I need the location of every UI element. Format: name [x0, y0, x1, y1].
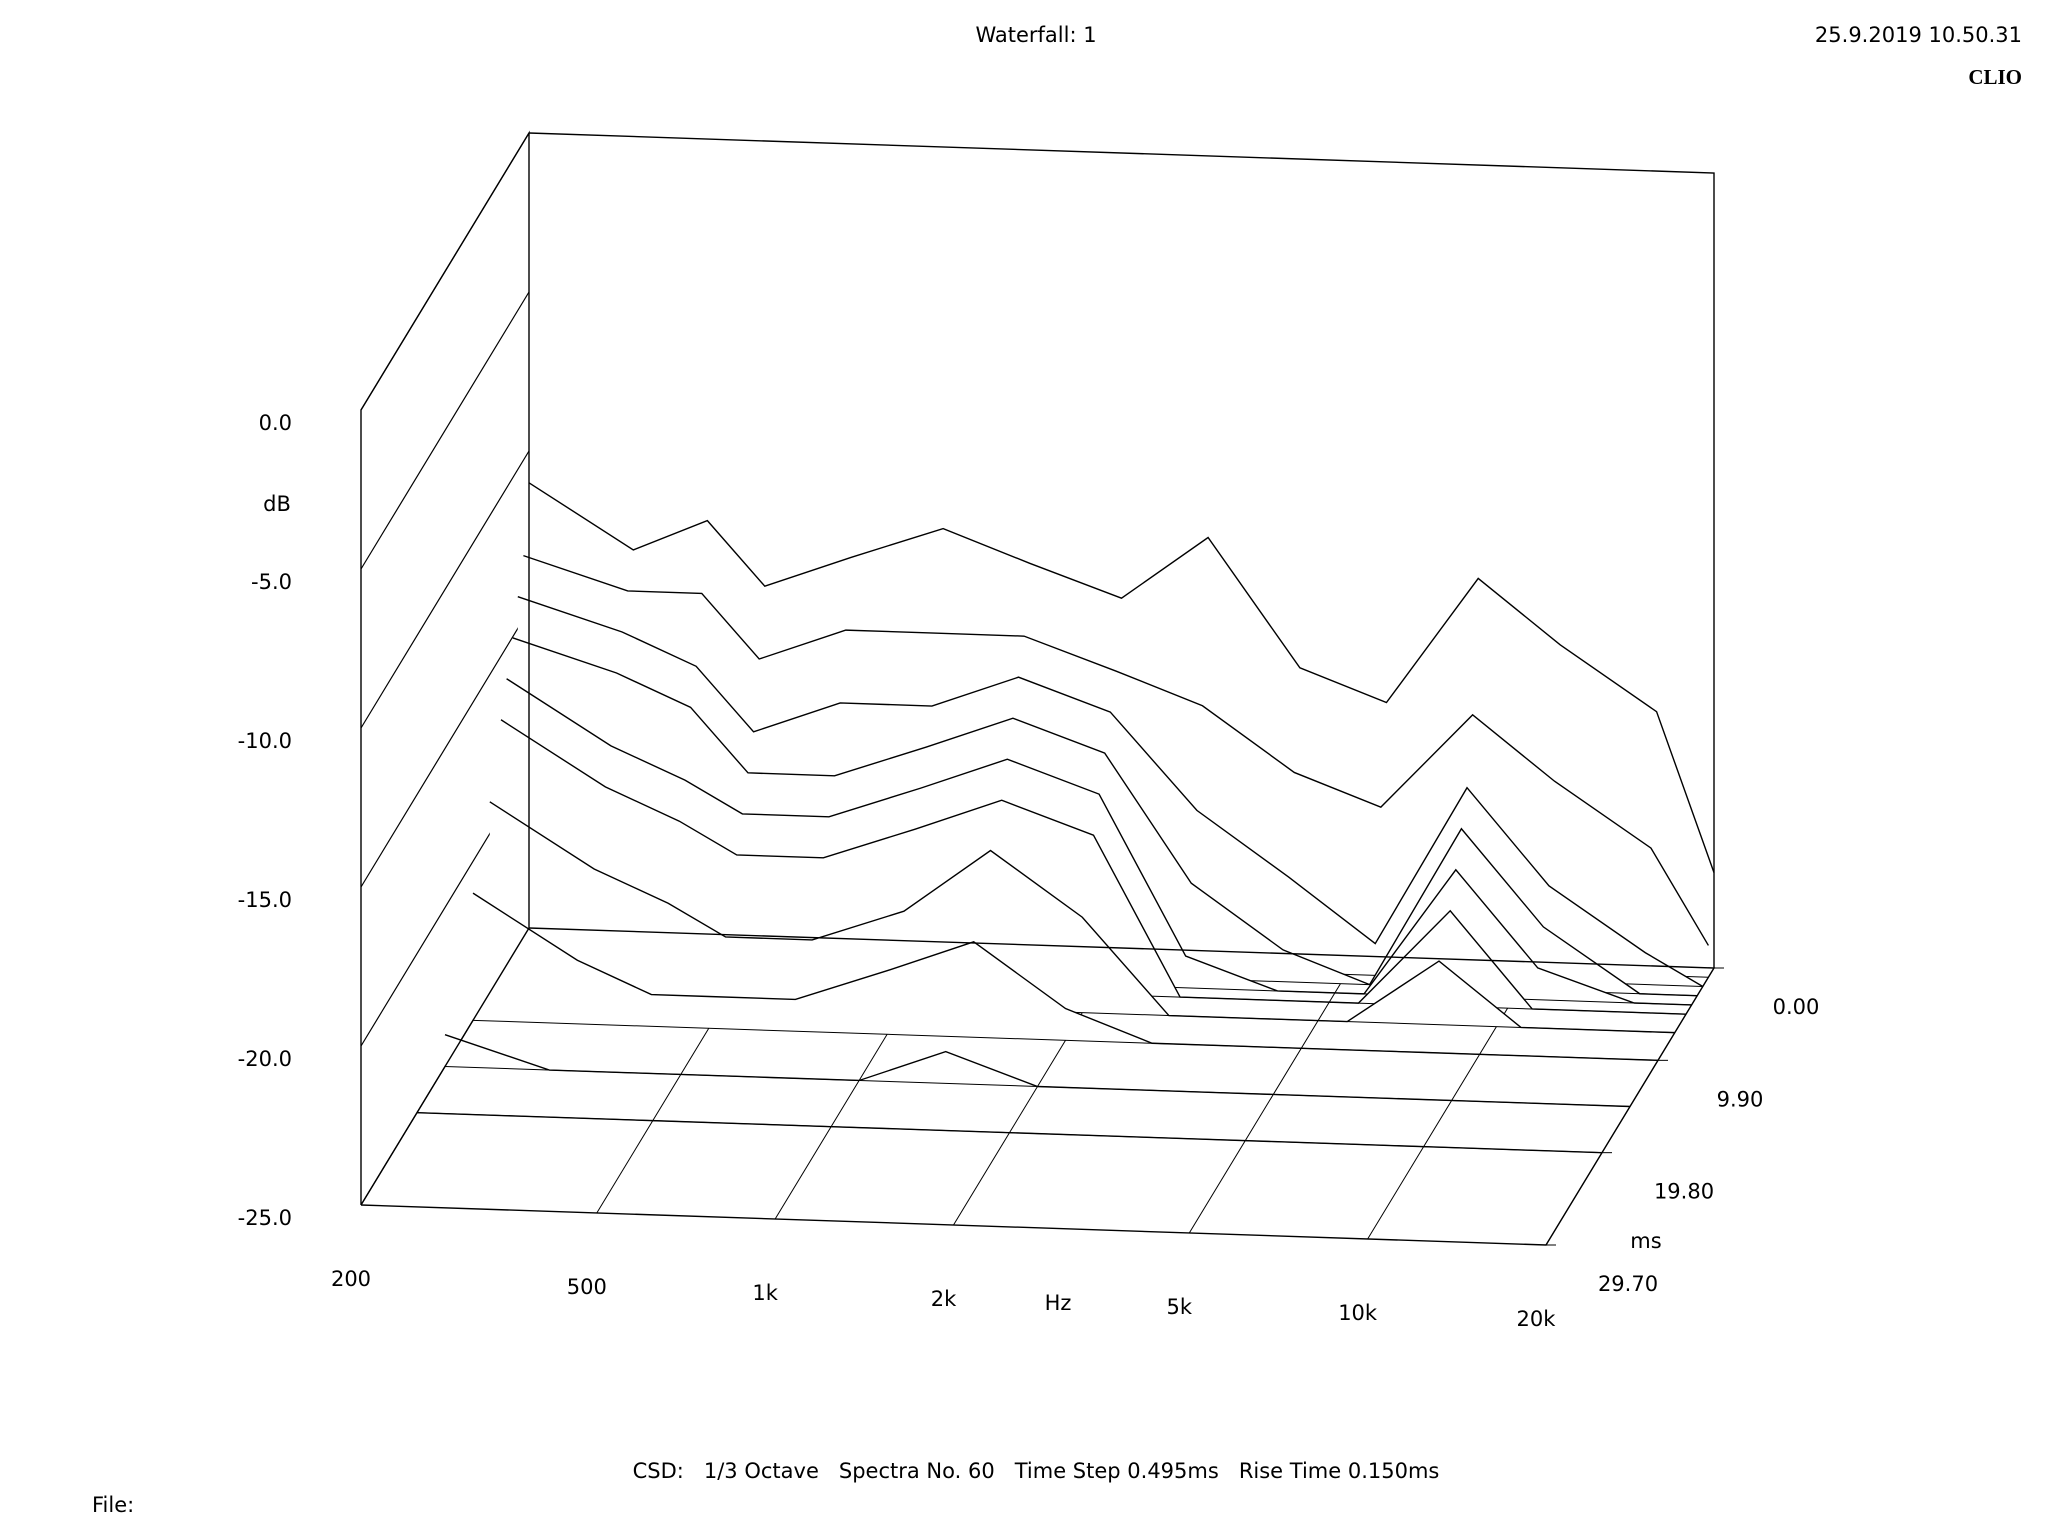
spectrum-slice — [500, 719, 1687, 1015]
z-axis-label: dB — [263, 492, 291, 516]
back-wall — [528, 132, 1715, 968]
chart-title: Waterfall: 1 — [975, 23, 1096, 47]
x-tick-label: 2k — [931, 1287, 957, 1311]
spectrum-slice — [506, 678, 1692, 1006]
z-grid-line — [360, 450, 530, 729]
z-tick-label: -20.0 — [238, 1047, 292, 1071]
spectrum-slice — [511, 637, 1698, 997]
footer: CSD: 1/3 Octave Spectra No. 60 Time Step… — [633, 1459, 1440, 1483]
t-tick-label: 9.90 — [1717, 1087, 1764, 1111]
z-grid-line — [360, 291, 530, 570]
z-tick-label: -15.0 — [238, 888, 292, 912]
z-tick-label: 0.0 — [259, 411, 292, 435]
t-tick-label: 29.70 — [1598, 1272, 1658, 1296]
x-tick-label: 20k — [1517, 1307, 1557, 1331]
x-tick-label: 500 — [567, 1275, 607, 1299]
frame — [360, 130, 1716, 1246]
x-tick-label: 1k — [752, 1281, 778, 1305]
t-tick-label: 19.80 — [1654, 1180, 1714, 1204]
t-axis-label: ms — [1630, 1229, 1661, 1253]
x-tick-label: 5k — [1167, 1295, 1193, 1319]
spectrum-slice — [517, 596, 1704, 988]
z-tick-label: -5.0 — [251, 570, 292, 594]
x-tick-label: 10k — [1338, 1301, 1378, 1325]
file-label: File: — [92, 1493, 134, 1517]
brand: CLIO — [1968, 65, 2022, 89]
spectrum-slice — [528, 482, 1715, 873]
spectrum-slice — [489, 801, 1675, 1034]
t-tick-label: 0.00 — [1773, 995, 1820, 1019]
z-grid-line — [360, 609, 530, 888]
timestamp: 25.9.2019 10.50.31 — [1815, 23, 2022, 47]
spectrum-slice — [444, 1034, 1631, 1108]
x-axis-label: Hz — [1045, 1291, 1072, 1315]
spectrum-slice — [416, 1111, 1603, 1154]
z-tick-label: -10.0 — [238, 729, 292, 753]
spectrum-slice — [472, 892, 1659, 1062]
spectrum-slice — [523, 554, 1710, 946]
slice-mask — [473, 893, 1658, 1061]
slice-mask — [489, 801, 1675, 1033]
slice-mask — [445, 1034, 1630, 1107]
z-tick-label: -25.0 — [238, 1206, 292, 1230]
x-tick-label: 200 — [331, 1267, 371, 1291]
floor-outline — [360, 927, 1716, 1246]
